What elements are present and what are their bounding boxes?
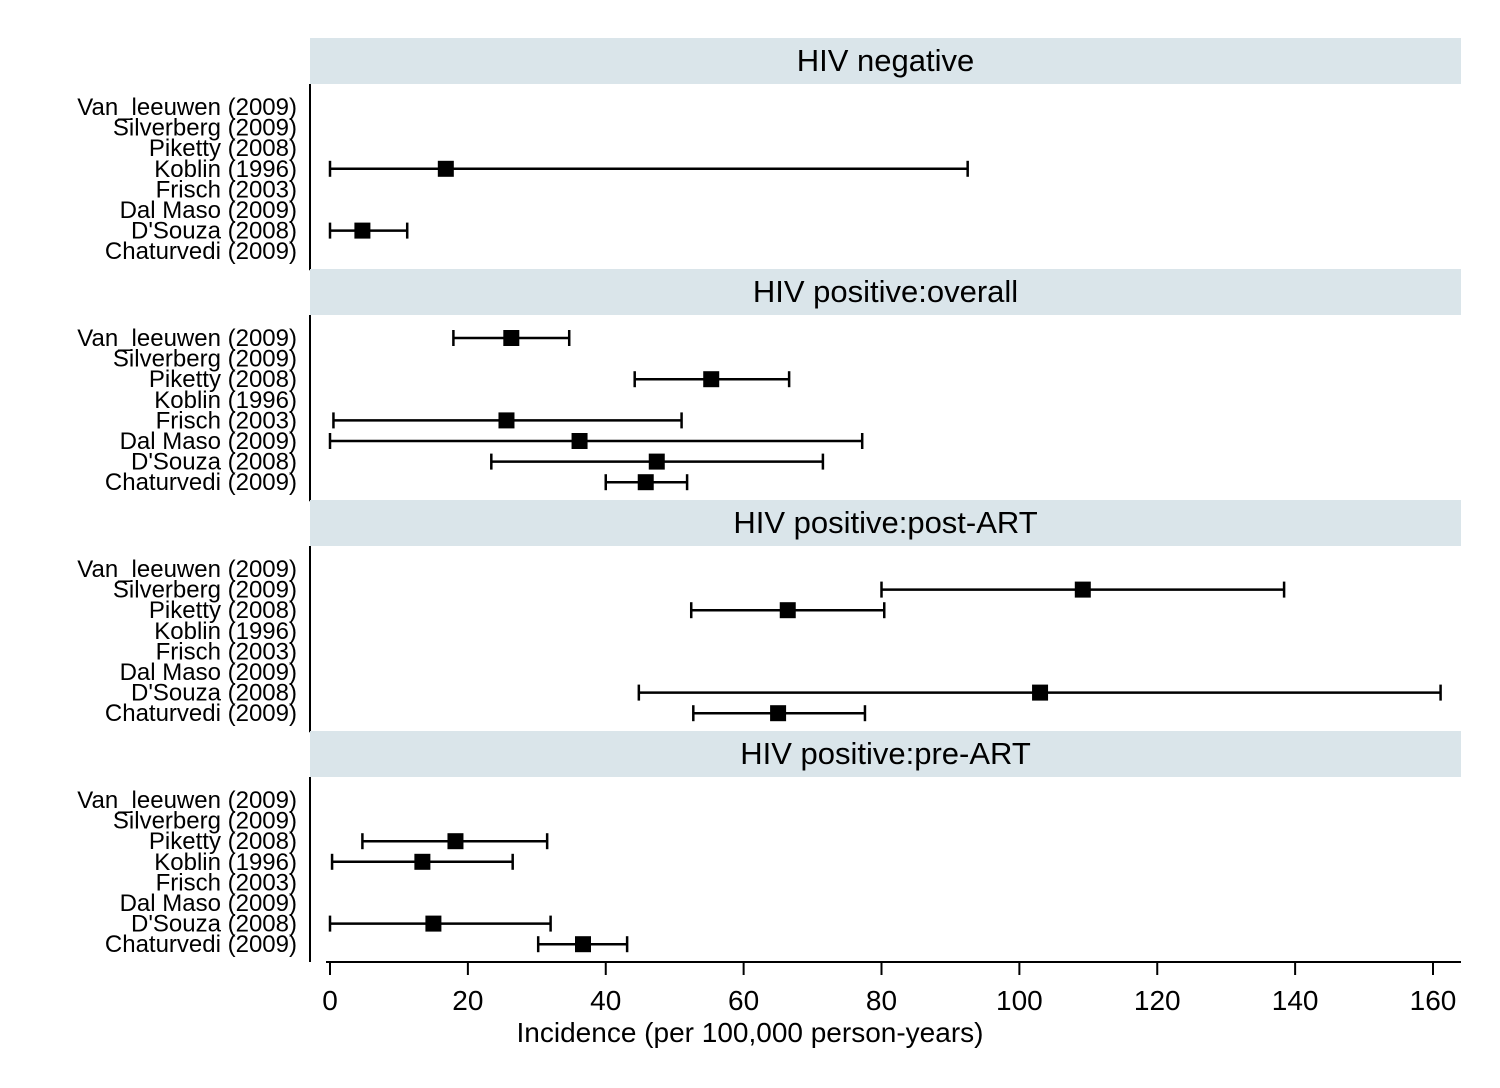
point-estimate [498,412,515,429]
study-label: D'Souza (2008) [131,449,297,476]
panel-strip [310,500,1461,546]
point-estimate [571,433,588,449]
study-label: Dal Maso (2009) [120,659,297,686]
panel-title: HIV positive:post-ART [733,505,1037,540]
study-label: Koblin (1996) [154,387,297,414]
point-estimate [1032,684,1049,701]
panel: HIV positive:overall Van_leeuwen (2009)Si… [77,269,1461,502]
panel: HIV positive:post-ART Van_leeuwen (2009)S… [77,500,1461,733]
study-label: Silverberg (2009) [113,808,297,835]
study-label: Chaturvedi (2009) [105,469,297,496]
study-label: Piketty (2008) [149,135,297,162]
study-label: Silverberg (2009) [113,346,297,373]
study-label: Piketty (2008) [149,366,297,393]
study-label: Van_leeuwen (2009) [77,556,297,583]
study-label: Piketty (2008) [149,828,297,855]
x-tick-label: 60 [728,985,759,1016]
study-label: D'Souza (2008) [131,911,297,938]
panel: HIV positive:pre-ART Van_leeuwen (2009)Si… [77,731,1461,962]
panel-title: HIV negative [797,43,975,78]
x-tick-label: 100 [996,985,1043,1016]
panel-strip [310,38,1461,84]
study-label: Chaturvedi (2009) [105,931,297,958]
study-label: Koblin (1996) [154,156,297,183]
study-label: Frisch (2003) [156,869,297,896]
panel: HIV negative Van_leeuwen (2009)Silverberg… [77,38,1461,271]
study-label: Silverberg (2009) [113,115,297,142]
study-label: Chaturvedi (2009) [105,700,297,727]
x-tick-label: 0 [322,985,338,1016]
x-tick-label: 80 [866,985,897,1016]
study-label: Silverberg (2009) [113,577,297,604]
x-axis-title: Incidence (per 100,000 person-years) [517,1017,984,1048]
study-label: D'Souza (2008) [131,218,297,245]
point-estimate [703,371,720,388]
study-label: Dal Maso (2009) [120,197,297,224]
study-label: Dal Maso (2009) [120,428,297,455]
point-estimate [354,222,371,239]
panel-strip [310,731,1461,777]
study-label: Van_leeuwen (2009) [77,325,297,352]
point-estimate [437,160,454,177]
point-estimate [1074,581,1091,598]
panel-strip [310,269,1461,315]
panel-title: HIV positive:pre-ART [740,736,1031,771]
study-label: Frisch (2003) [156,638,297,665]
study-label: Van_leeuwen (2009) [77,787,297,814]
point-estimate [575,936,592,953]
x-tick-label: 160 [1410,985,1457,1016]
study-label: Frisch (2003) [156,176,297,203]
point-estimate [503,330,520,346]
study-label: Chaturvedi (2009) [105,238,297,265]
study-label: Frisch (2003) [156,407,297,434]
study-label: Van_leeuwen (2009) [77,94,297,121]
point-estimate [779,602,796,619]
point-estimate [770,705,787,722]
point-estimate [637,474,654,491]
x-axis: 0 20 40 60 80 100 120 140 160 Incidence (per 100,… [322,961,1461,1048]
x-tick-label: 120 [1134,985,1181,1016]
point-estimate [425,915,442,932]
point-estimate [648,453,665,470]
point-estimate [447,833,464,850]
panel-title: HIV positive:overall [753,274,1018,309]
study-label: Koblin (1996) [154,618,297,645]
x-tick-label: 20 [452,985,483,1016]
study-label: Dal Maso (2009) [120,890,297,917]
study-label: Piketty (2008) [149,597,297,624]
study-label: Koblin (1996) [154,849,297,876]
point-estimate [414,853,431,870]
study-label: D'Souza (2008) [131,680,297,707]
x-tick-label: 40 [590,985,621,1016]
x-tick-label: 140 [1272,985,1319,1016]
